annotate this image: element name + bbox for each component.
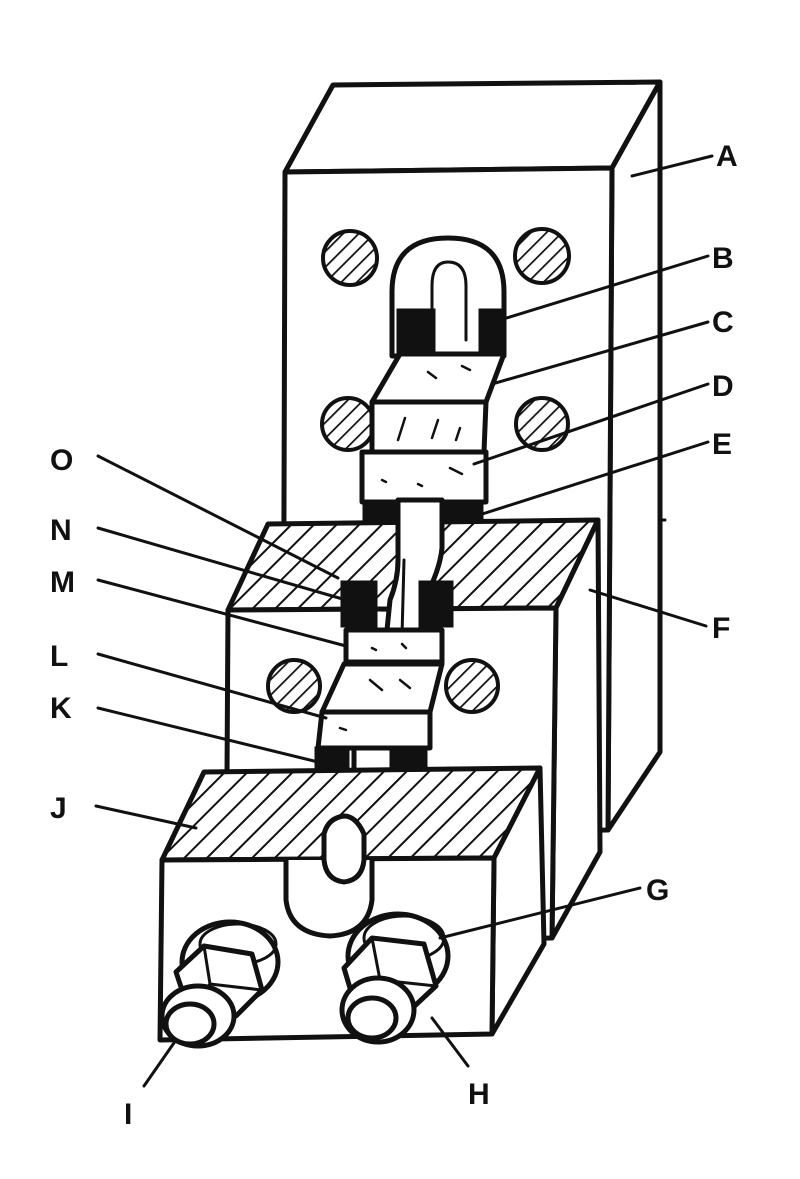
bolt-hole xyxy=(444,658,500,714)
leader-a xyxy=(630,154,714,178)
leader-lines xyxy=(94,154,714,1088)
label-l: L xyxy=(50,640,68,673)
upper-pad-left xyxy=(396,308,436,356)
lower-wedge xyxy=(315,661,445,751)
leader-i xyxy=(142,1038,178,1088)
label-h: H xyxy=(468,1078,490,1111)
label-c: C xyxy=(712,306,734,339)
part-labels: A B C D E F G H I J K L M N O xyxy=(50,140,738,1131)
label-f: F xyxy=(712,612,730,645)
bolt-hole xyxy=(321,229,379,287)
label-m: M xyxy=(50,566,75,599)
label-k: K xyxy=(50,692,72,725)
leader-b xyxy=(498,254,710,322)
leader-n xyxy=(96,526,348,602)
upper-pad-right xyxy=(478,308,506,356)
label-o: O xyxy=(50,444,73,477)
label-j: J xyxy=(50,792,67,825)
leader-k xyxy=(96,706,320,764)
leader-d xyxy=(472,382,710,466)
middle-strip xyxy=(343,627,445,665)
upper-wedge xyxy=(369,351,507,455)
right-bolt-assembly xyxy=(339,911,451,1045)
bolt-hole xyxy=(513,227,571,285)
label-e: E xyxy=(712,428,732,461)
leader-f xyxy=(588,588,708,628)
pad-right-n xyxy=(418,580,454,628)
label-i: I xyxy=(124,1098,132,1131)
specimen-block xyxy=(359,449,489,505)
leader-l xyxy=(96,652,328,720)
leader-h xyxy=(430,1016,470,1068)
leader-c xyxy=(490,320,710,386)
leader-g xyxy=(438,886,642,940)
leader-e xyxy=(474,440,710,518)
label-b: B xyxy=(712,242,734,275)
label-d: D xyxy=(712,370,734,403)
bolt-hole xyxy=(266,658,322,714)
bolt-hole xyxy=(320,396,376,452)
label-a: A xyxy=(716,140,738,173)
left-bolt-assembly xyxy=(159,919,281,1049)
label-g: G xyxy=(646,874,669,907)
leader-j xyxy=(94,804,198,830)
pad-left-n xyxy=(340,580,378,628)
leader-o xyxy=(96,454,340,580)
leader-m xyxy=(96,578,348,648)
upper-bolt-holes xyxy=(320,227,571,452)
label-n: N xyxy=(50,514,72,547)
